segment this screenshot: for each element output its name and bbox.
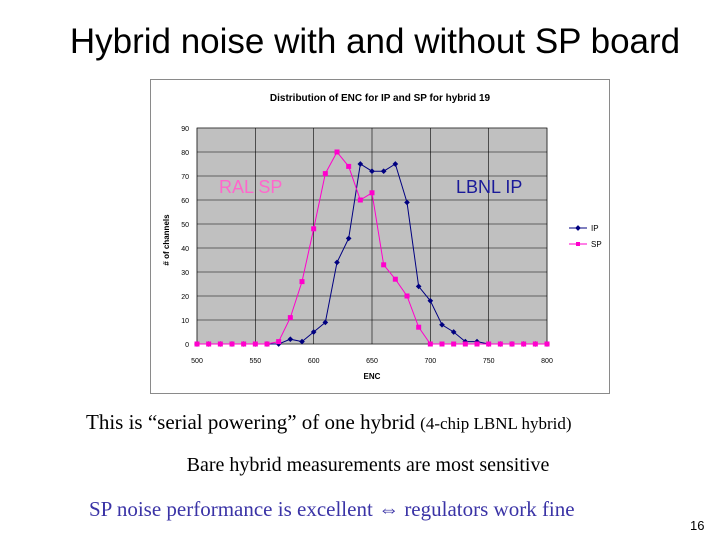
data-point-ip [345,235,352,242]
data-point-sp [427,341,433,347]
data-point-sp [229,341,235,347]
data-point-sp [346,163,352,169]
data-point-sp [439,341,445,347]
caption-hybrid-note: (4-chip LBNL hybrid) [420,414,572,433]
sp-performance-caption: SP noise performance is excellent ⇔ regu… [89,497,575,522]
y-tick-labels: 0 10 20 30 40 50 60 70 80 90 [181,126,189,349]
data-point-sp [206,341,212,347]
y-tick-label: 0 [185,342,189,349]
data-point-sp [392,276,398,282]
y-tick-label: 50 [181,222,189,229]
data-point-ip [357,161,364,167]
legend-ip-label: IP [591,224,599,233]
data-point-sp [369,190,375,196]
x-tick-label: 800 [541,358,553,365]
x-tick-label: 750 [483,358,495,365]
x-tick-label: 550 [249,358,261,365]
y-tick-label: 20 [181,294,189,301]
data-point-sp [252,341,258,347]
data-point-sp [462,341,468,347]
data-point-ip [299,338,305,345]
y-tick-label: 80 [181,150,189,157]
y-tick-label: 90 [181,126,189,133]
data-point-sp [497,341,503,347]
data-point-ip [310,329,317,335]
data-point-sp [474,341,480,347]
data-point-sp [287,315,293,321]
x-tick-label: 650 [366,358,378,365]
data-point-ip [369,168,375,175]
data-point-ip [404,199,410,206]
data-point-sp [217,341,223,347]
regulators-text: regulators work fine [404,497,575,521]
data-point-sp [299,279,305,285]
x-tick-label: 500 [191,358,203,365]
data-point-sp [334,149,340,155]
y-axis-label: # of channels [162,214,171,266]
series-group [194,149,550,347]
data-point-sp [241,341,247,347]
data-point-sp [486,341,492,347]
x-tick-label: 600 [308,358,320,365]
data-point-sp [532,341,538,347]
legend-ip-marker [575,225,581,231]
page-number: 16 [690,518,705,533]
caption-main: This is “serial powering” of one hybrid [86,410,415,434]
x-axis-label: ENC [364,372,381,381]
enc-chart: Distribution of ENC for IP and SP for hy… [162,93,607,381]
data-point-ip [322,319,329,326]
slide-title: Hybrid noise with and without SP board [69,22,681,61]
y-tick-label: 60 [181,198,189,205]
y-tick-label: 30 [181,270,189,277]
data-point-ip [427,297,434,304]
data-point-sp [322,171,328,177]
data-point-ip [450,329,457,335]
data-point-ip [380,168,387,175]
legend-sp-marker [576,242,580,246]
data-point-ip [439,321,445,328]
serial-powering-caption: This is “serial powering” of one hybrid … [86,410,572,435]
annotation-ral-sp: RAL SP [219,177,282,197]
data-point-sp [311,226,317,232]
data-point-ip [415,283,422,290]
double-arrow-icon: ⇔ [378,497,400,521]
y-tick-label: 10 [181,318,189,325]
data-point-sp [404,293,410,299]
annotation-lbnl-ip: LBNL IP [456,177,522,197]
chart-frame: Distribution of ENC for IP and SP for hy… [150,79,610,394]
legend: IP SP [563,220,607,252]
bare-hybrid-caption: Bare hybrid measurements are most sensit… [186,454,550,476]
legend-sp-label: SP [591,240,602,249]
data-point-sp [509,341,515,347]
data-point-ip [287,336,294,343]
sp-performance-text: SP noise performance is excellent [89,497,373,521]
data-point-sp [521,341,527,347]
legend-box [563,220,607,252]
data-point-sp [544,341,550,347]
data-point-ip [334,259,340,266]
data-point-sp [194,341,200,347]
data-point-sp [381,262,387,268]
x-tick-labels: 500 550 600 650 700 750 800 [191,358,553,365]
data-point-sp [357,197,363,203]
x-tick-label: 700 [424,358,436,365]
data-point-ip [392,161,399,167]
y-tick-label: 40 [181,246,189,253]
data-point-sp [264,341,270,347]
y-tick-label: 70 [181,174,189,181]
chart-title: Distribution of ENC for IP and SP for hy… [270,93,491,104]
data-point-sp [451,341,457,347]
data-point-sp [416,324,422,330]
data-point-sp [276,339,282,345]
